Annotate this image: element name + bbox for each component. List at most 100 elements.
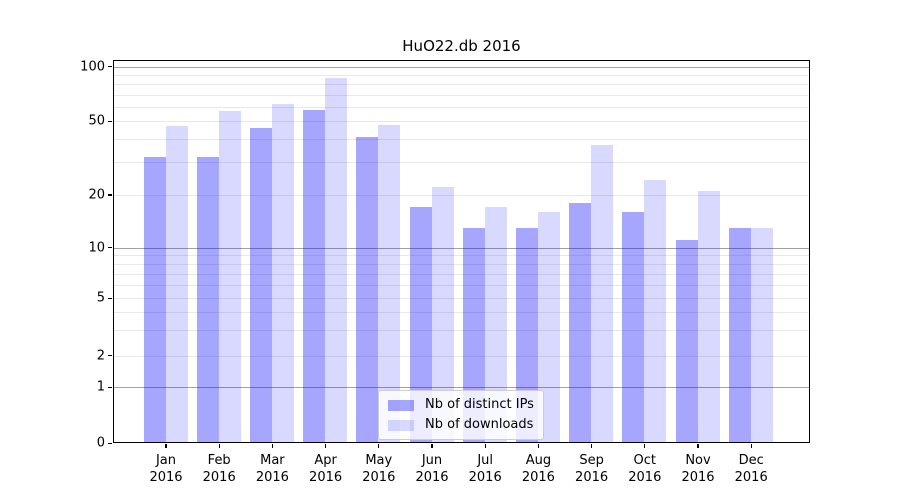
bar-distinct-ips-dec — [728, 227, 751, 443]
minor-gridline — [113, 255, 810, 257]
x-axis-tick-label: Aug 2016 — [506, 452, 570, 486]
bar-downloads-jul — [484, 207, 507, 443]
x-axis-tick — [644, 444, 646, 448]
month-label: Jul — [477, 453, 494, 468]
x-axis-tick-label: Jul 2016 — [453, 452, 517, 486]
major-gridline — [113, 66, 810, 68]
bar-distinct-ips-mar — [249, 128, 272, 443]
bar-distinct-ips-feb — [196, 157, 219, 443]
x-axis-tick-label: Mar 2016 — [240, 452, 304, 486]
y-axis-tick-label: 5 — [96, 290, 105, 306]
x-axis-tick — [271, 444, 274, 448]
legend-row: Nb of downloads — [388, 417, 534, 433]
minor-gridline — [113, 84, 810, 86]
legend-label-downloads: Nb of downloads — [425, 417, 534, 432]
y-axis-tick — [108, 355, 112, 357]
minor-gridline — [113, 284, 810, 286]
year-label: 2016 — [681, 470, 715, 485]
minor-gridline — [113, 298, 810, 300]
x-axis-tick — [165, 444, 167, 448]
y-axis-tick-label: 100 — [80, 59, 105, 74]
bar-distinct-ips-may — [356, 137, 379, 443]
x-axis-tick-label: Dec 2016 — [719, 452, 783, 486]
y-axis-tick — [108, 442, 112, 444]
x-axis-tick-label: Jan 2016 — [134, 452, 198, 486]
y-axis-tick-label: 50 — [88, 113, 105, 129]
month-label: Jun — [421, 453, 443, 468]
minor-gridline — [113, 106, 810, 108]
legend-swatch-downloads — [388, 419, 414, 431]
bar-downloads-jan — [165, 126, 188, 443]
minor-gridline — [113, 312, 810, 314]
bar-distinct-ips-apr — [303, 109, 326, 443]
bar-downloads-aug — [537, 211, 560, 443]
month-label: Mar — [260, 453, 285, 468]
x-axis-tick — [591, 444, 593, 448]
y-axis-tick-label: 1 — [96, 379, 105, 395]
y-axis-tick — [108, 247, 112, 249]
month-label: Nov — [685, 453, 711, 468]
minor-gridline — [113, 74, 810, 76]
plot-area: Nb of distinct IPs Nb of downloads 0 1 2 5 1… — [80, 60, 810, 485]
x-axis-tick-label: Nov 2016 — [666, 452, 730, 486]
y-axis-tick-label: 0 — [96, 435, 105, 451]
month-label: Feb — [207, 453, 231, 468]
month-label: Dec — [738, 453, 764, 468]
x-axis-tick-label: Apr 2016 — [294, 452, 358, 486]
month-label: Oct — [633, 453, 657, 468]
year-label: 2016 — [575, 470, 609, 485]
bar-downloads-oct — [644, 180, 667, 443]
x-axis-tick — [325, 444, 327, 448]
x-axis-tick-label: Jun 2016 — [400, 452, 464, 486]
x-axis-tick — [378, 444, 380, 448]
y-axis-tick-label: 10 — [88, 240, 105, 256]
minor-gridline — [113, 330, 810, 332]
minor-gridline — [113, 121, 810, 123]
month-label: Apr — [314, 453, 337, 468]
bar-distinct-ips-aug — [515, 227, 538, 443]
x-axis-tick — [218, 444, 220, 448]
bar-downloads-sep — [591, 145, 614, 443]
minor-gridline — [113, 194, 810, 196]
month-label: Jan — [155, 453, 177, 468]
y-axis-tick — [108, 297, 112, 299]
legend: Nb of distinct IPs Nb of downloads — [378, 390, 544, 440]
y-axis-tick — [108, 120, 112, 123]
month-label: May — [365, 453, 393, 468]
y-axis-tick-label: 20 — [88, 187, 105, 203]
minor-gridline — [113, 162, 810, 164]
x-axis-tick — [750, 444, 752, 448]
year-label: 2016 — [468, 470, 502, 485]
x-axis-tick — [697, 444, 699, 448]
bar-distinct-ips-jan — [143, 157, 166, 443]
year-label: 2016 — [202, 470, 236, 485]
bar-distinct-ips-jul — [462, 227, 485, 443]
major-gridline — [113, 247, 810, 249]
minor-gridline — [113, 94, 810, 96]
y-axis-tick-label: 2 — [96, 348, 105, 364]
y-axis-tick — [108, 386, 112, 388]
x-axis-tick — [484, 444, 486, 448]
legend-swatch-distinct-ips — [388, 399, 414, 411]
x-axis-tick — [537, 444, 540, 448]
year-label: 2016 — [362, 470, 396, 485]
x-axis-tick-label: Sep 2016 — [560, 452, 624, 486]
year-label: 2016 — [734, 470, 768, 485]
major-gridline — [113, 387, 810, 389]
month-label: Aug — [525, 453, 552, 468]
year-label: 2016 — [521, 470, 555, 485]
bar-downloads-nov — [697, 190, 720, 443]
bar-distinct-ips-nov — [675, 240, 698, 443]
bar-distinct-ips-jun — [409, 207, 432, 443]
minor-gridline — [113, 273, 810, 275]
legend-row: Nb of distinct IPs — [388, 397, 534, 413]
bar-downloads-dec — [750, 227, 773, 443]
x-axis-tick-label: Feb 2016 — [187, 452, 251, 486]
minor-gridline — [113, 263, 810, 265]
minor-gridline — [113, 139, 810, 141]
minor-gridline — [113, 355, 810, 357]
bar-distinct-ips-oct — [622, 211, 645, 443]
bar-downloads-feb — [218, 110, 241, 443]
year-label: 2016 — [309, 470, 343, 485]
